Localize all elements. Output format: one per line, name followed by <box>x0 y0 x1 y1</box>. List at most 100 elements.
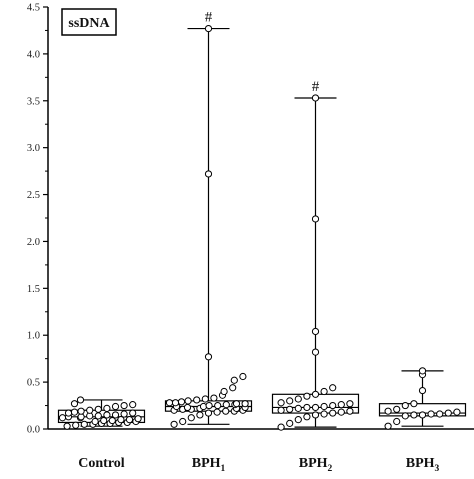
data-point <box>401 401 409 410</box>
data-point <box>58 414 67 422</box>
data-point <box>170 420 178 428</box>
category-label-subscript: 1 <box>221 464 226 474</box>
data-point <box>329 384 337 392</box>
data-point <box>286 419 294 427</box>
data-point <box>436 410 444 418</box>
data-point <box>393 405 401 413</box>
data-point <box>70 400 79 408</box>
data-point <box>294 395 302 403</box>
category-label: Control <box>78 456 125 471</box>
point-group <box>165 24 249 428</box>
data-point <box>311 94 320 102</box>
category-label: BPH1 <box>192 456 226 474</box>
data-point <box>204 409 213 417</box>
data-point <box>418 411 427 419</box>
data-point <box>204 24 213 33</box>
data-point <box>222 401 230 409</box>
axes: 0.0 0.5 1.0 1.5 2.0 2.5 3.0 3.5 4.0 4.5 <box>27 3 474 436</box>
data-point <box>286 405 294 413</box>
data-point <box>220 387 228 396</box>
data-point <box>64 409 73 417</box>
data-point <box>91 417 99 426</box>
category-label: BPH2 <box>299 456 333 474</box>
data-point <box>111 402 120 411</box>
data-point <box>196 411 204 419</box>
data-point <box>80 420 88 428</box>
y-tick-label: 3.5 <box>27 96 40 107</box>
data-point <box>453 408 461 416</box>
category-label-subscript: 2 <box>328 464 333 474</box>
data-point <box>171 399 180 407</box>
y-tick-label: 0.5 <box>27 378 40 389</box>
data-point <box>384 422 392 430</box>
data-point <box>230 376 238 384</box>
data-point <box>111 411 120 419</box>
data-point <box>201 395 209 403</box>
data-point <box>320 402 328 411</box>
data-point <box>410 400 418 408</box>
chart-tag-text: ssDNA <box>68 16 110 31</box>
data-point <box>294 404 302 412</box>
data-point <box>184 397 192 405</box>
data-point <box>120 401 128 410</box>
data-point <box>320 410 328 418</box>
data-point <box>204 353 213 361</box>
data-point <box>63 422 71 430</box>
data-point <box>410 411 418 419</box>
data-point <box>76 396 85 404</box>
data-point <box>320 387 328 396</box>
data-point <box>393 417 401 426</box>
data-point <box>134 415 142 423</box>
box-series: ## <box>57 10 467 428</box>
data-point <box>72 421 80 429</box>
data-point <box>108 416 116 425</box>
data-point <box>187 414 195 422</box>
point-group <box>58 396 142 430</box>
data-point <box>418 367 427 375</box>
box-group: # <box>271 79 360 428</box>
y-tick-label: 1.5 <box>27 284 40 295</box>
data-point <box>94 405 102 413</box>
data-point <box>277 399 285 407</box>
data-point <box>125 416 134 424</box>
data-point <box>311 215 320 223</box>
data-point <box>165 399 174 407</box>
data-point <box>205 401 213 410</box>
category-label-subscript: 3 <box>435 464 440 474</box>
data-point <box>311 348 320 356</box>
data-point <box>303 403 311 412</box>
data-point <box>94 412 102 420</box>
significance-mark: # <box>205 10 213 26</box>
data-point <box>329 409 337 417</box>
data-point <box>120 410 128 418</box>
data-point <box>346 400 354 408</box>
data-point <box>418 386 427 395</box>
data-point <box>70 408 79 416</box>
data-point <box>213 408 221 416</box>
data-point <box>214 401 222 410</box>
data-point <box>277 423 285 431</box>
data-point <box>222 407 230 415</box>
data-point <box>303 413 311 421</box>
chart-tag-box <box>61 8 117 36</box>
data-point <box>232 400 241 408</box>
y-tick-label: 3.0 <box>27 143 40 154</box>
data-point <box>100 416 108 425</box>
significance-mark: # <box>312 79 320 95</box>
data-point <box>77 407 85 415</box>
data-point <box>103 404 111 412</box>
data-point <box>86 406 94 414</box>
data-point <box>311 390 320 398</box>
data-point <box>346 407 354 415</box>
point-group <box>277 94 354 431</box>
data-point <box>294 416 302 424</box>
y-tick-label: 0.0 <box>27 425 40 436</box>
data-point <box>183 403 192 412</box>
data-point <box>210 394 218 402</box>
data-point <box>427 410 435 418</box>
data-point <box>277 406 285 414</box>
data-point <box>204 170 213 178</box>
data-point <box>129 409 137 417</box>
data-point <box>337 408 345 416</box>
